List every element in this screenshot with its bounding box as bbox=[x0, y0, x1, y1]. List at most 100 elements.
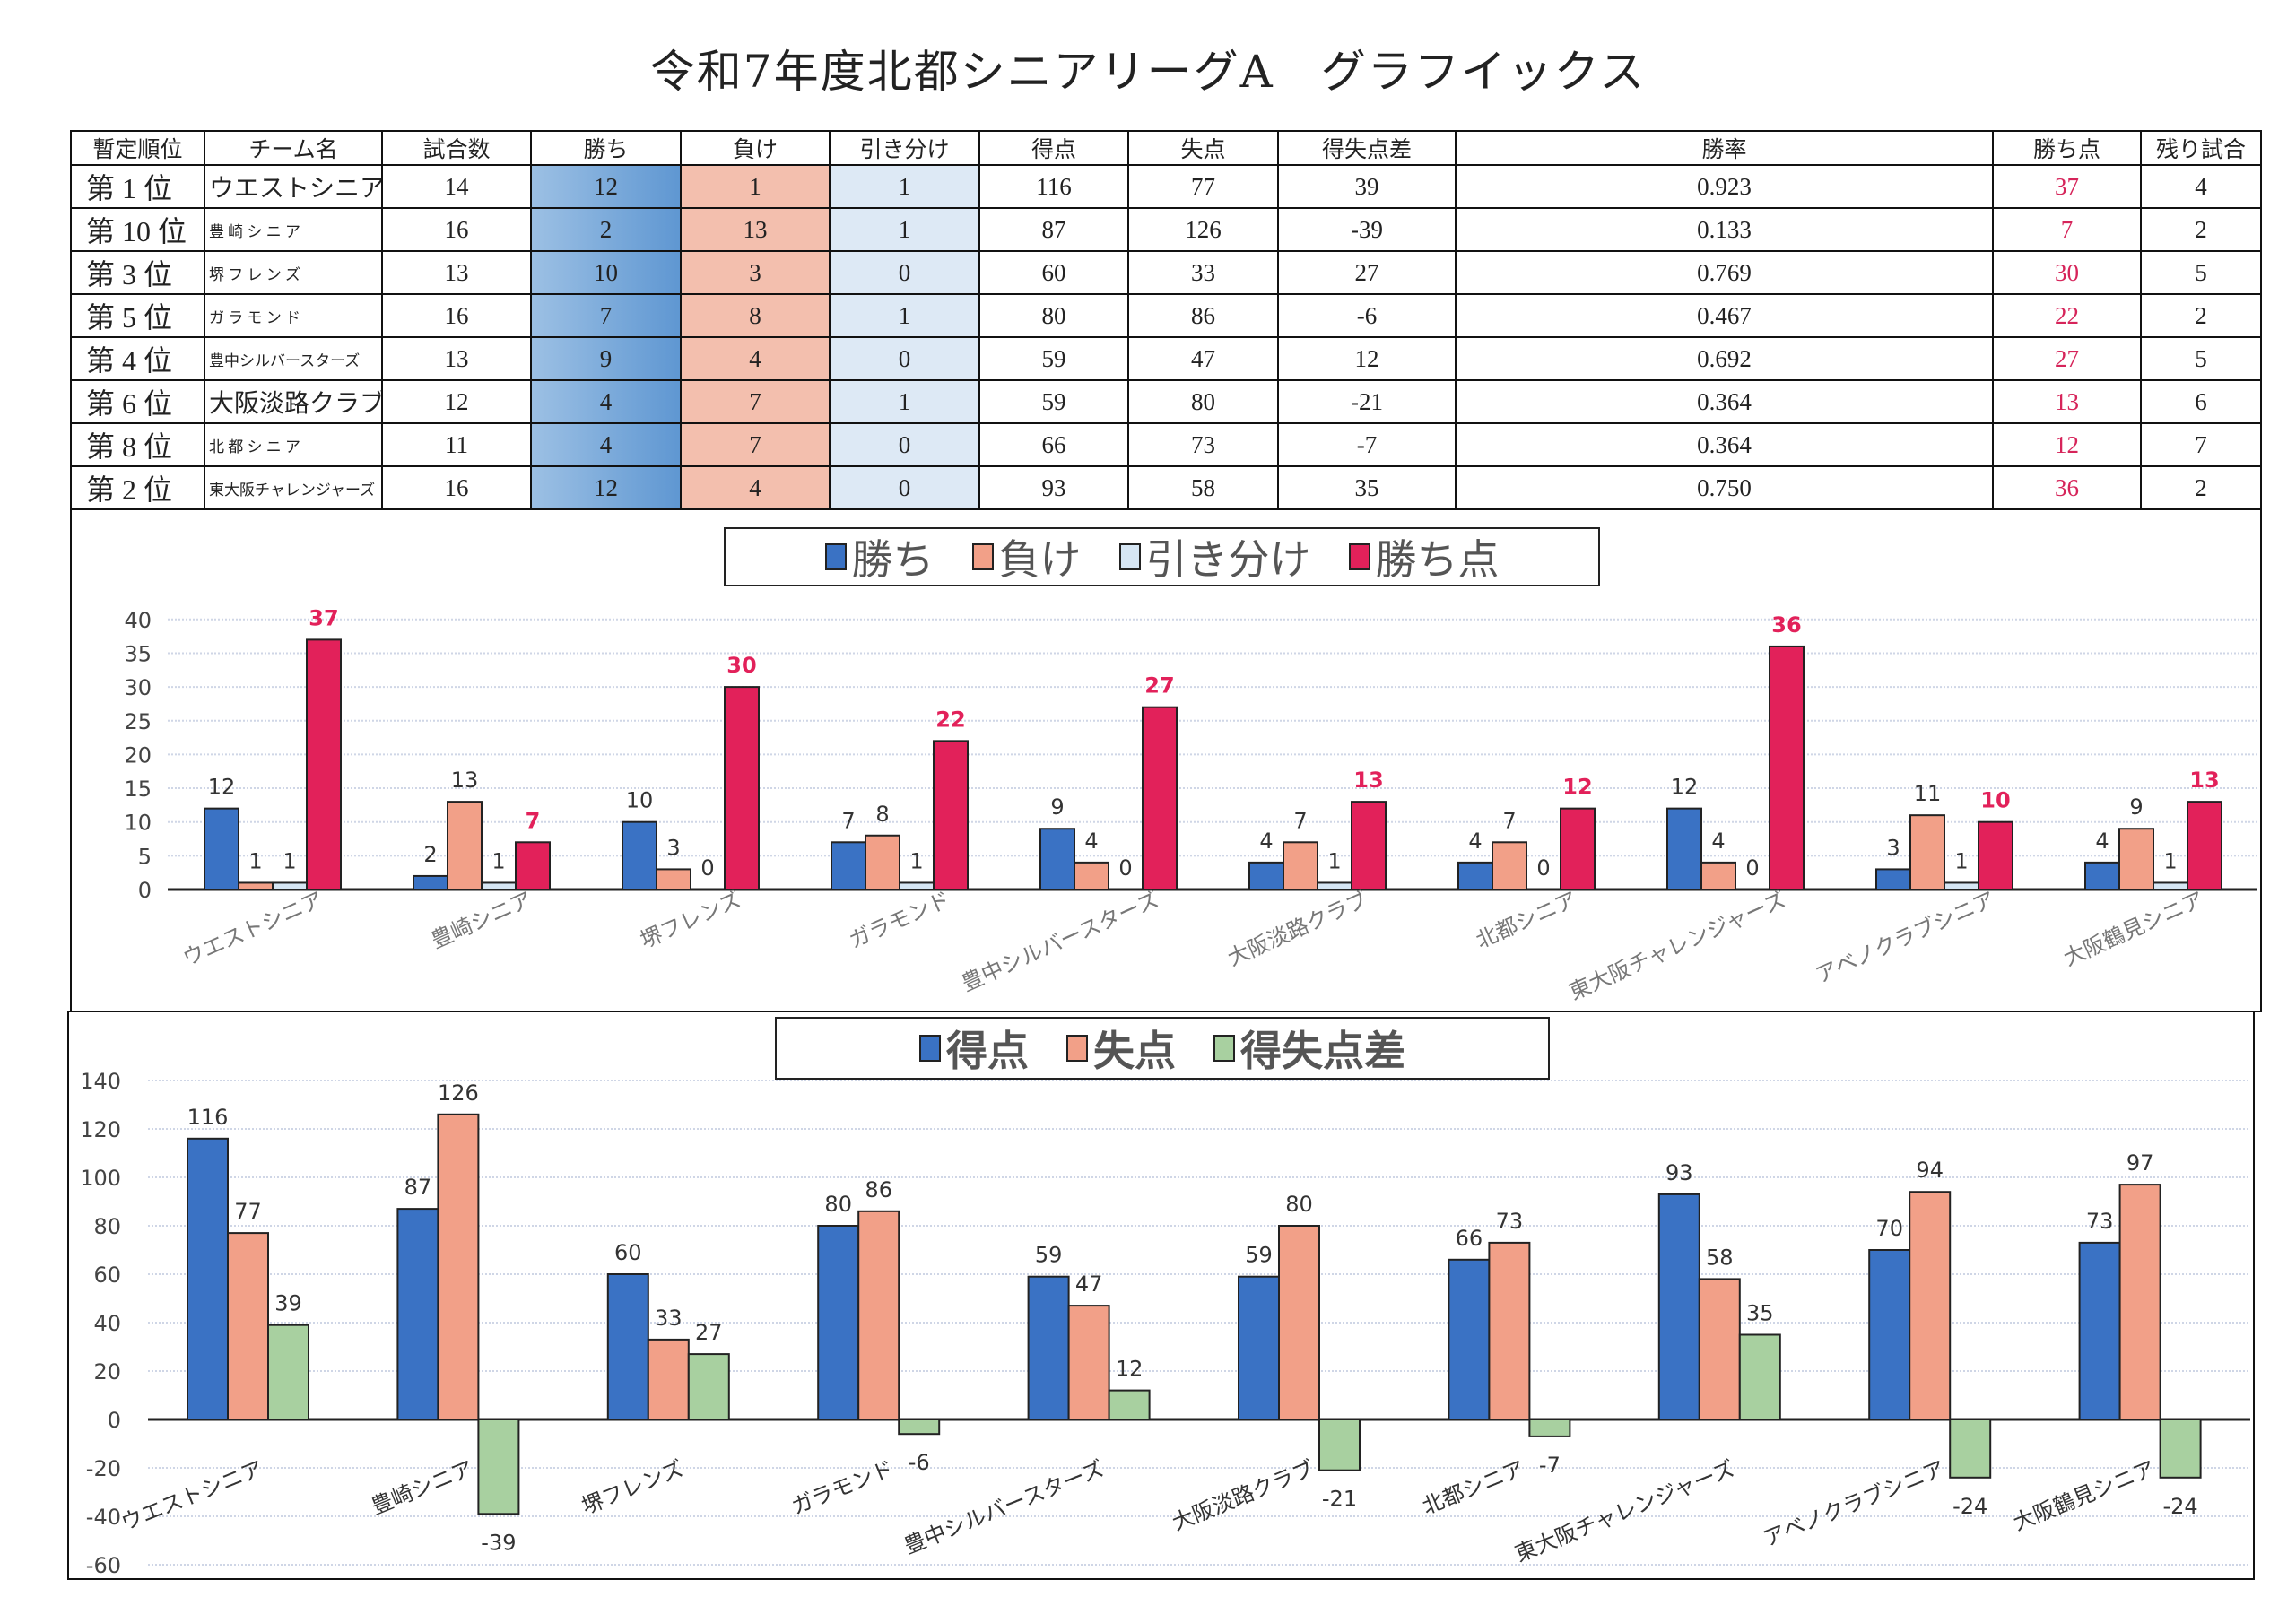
bar-勝ち点 bbox=[515, 841, 551, 891]
data-label: 58 bbox=[1706, 1245, 1734, 1270]
data-label: 4 bbox=[1468, 829, 1482, 854]
bar-失点 bbox=[1698, 1278, 1741, 1420]
runs-chart: -60 -40 -20 0 20 40 60 80 100 120 140 116 77 39 ウエストシニ… bbox=[67, 1011, 2255, 1580]
y-tick-label: 40 bbox=[93, 1311, 121, 1336]
bar-失点 bbox=[857, 1210, 900, 1420]
bar-勝ち bbox=[622, 820, 657, 891]
cell-draws: 1 bbox=[829, 164, 980, 209]
cell-losses: 4 bbox=[680, 465, 831, 510]
cell-draws: 1 bbox=[829, 207, 980, 252]
bar-得失点差 bbox=[1108, 1389, 1151, 1421]
cell-runs-for: 93 bbox=[978, 465, 1129, 510]
bar-勝ち点 bbox=[1978, 820, 2013, 891]
bar-勝ち bbox=[204, 807, 239, 891]
header-draws: 引き分け bbox=[829, 130, 980, 166]
category-label: 大阪鶴見シニア bbox=[2060, 887, 2208, 971]
data-label: 27 bbox=[1144, 673, 1174, 699]
cell-losses: 1 bbox=[680, 164, 831, 209]
cell-run-diff: 39 bbox=[1277, 164, 1457, 209]
legend-item: 勝ち bbox=[824, 527, 935, 586]
data-label: 12 bbox=[208, 775, 236, 800]
bar-勝ち点 bbox=[2187, 801, 2222, 890]
legend-item: 得点 bbox=[919, 1019, 1029, 1078]
cell-team: 堺 フ レ ン ズ bbox=[204, 250, 383, 295]
data-label: 30 bbox=[726, 653, 756, 678]
data-label: 116 bbox=[187, 1105, 229, 1130]
bar-引き分け bbox=[1944, 881, 1979, 891]
cell-rank: 第 6 位 bbox=[70, 379, 205, 424]
cell-runs-for: 116 bbox=[978, 164, 1129, 209]
bar-負け bbox=[1283, 841, 1318, 891]
data-label: 36 bbox=[1771, 612, 1801, 638]
cell-run-diff: 12 bbox=[1277, 336, 1457, 381]
bar-勝ち bbox=[413, 874, 448, 891]
cell-remaining: 5 bbox=[2140, 336, 2262, 381]
cell-team: 北 都 シ ニ ア bbox=[204, 422, 383, 467]
cell-wins: 7 bbox=[530, 293, 682, 338]
bar-負け bbox=[1700, 861, 1736, 891]
cell-games: 12 bbox=[381, 379, 532, 424]
table-header-row: 暫定順位 チーム名 試合数 勝ち 負け 引き分け 得点 失点 得失点差 勝率 勝ち点 残り試合 bbox=[70, 130, 2262, 166]
category-label: 豊崎シニア bbox=[368, 1456, 477, 1520]
bar-勝ち bbox=[1039, 828, 1075, 891]
cell-wins: 12 bbox=[530, 164, 682, 209]
bar-得失点差 bbox=[1949, 1419, 1992, 1479]
legend-label: 負け bbox=[998, 535, 1082, 584]
legend-swatch bbox=[824, 543, 847, 570]
header-runs-against: 失点 bbox=[1127, 130, 1279, 166]
cell-rank: 第 5 位 bbox=[70, 293, 205, 338]
cell-team: ガ ラ モ ン ド bbox=[204, 293, 383, 338]
bar-負け bbox=[865, 834, 900, 891]
category-label: ガラモンド bbox=[845, 887, 953, 953]
category-label: 豊中シルバースターズ bbox=[900, 1456, 1108, 1559]
data-label: 126 bbox=[438, 1081, 479, 1106]
legend-item: 負け bbox=[971, 527, 1082, 586]
category-label: 北都シニア bbox=[1419, 1456, 1528, 1520]
y-tick-label: 35 bbox=[124, 641, 152, 666]
bar-勝ち点 bbox=[1769, 645, 1805, 890]
cell-runs-for: 66 bbox=[978, 422, 1129, 467]
y-tick-label: 60 bbox=[93, 1263, 121, 1288]
bar-失点 bbox=[1067, 1305, 1110, 1421]
data-label: 0 bbox=[1536, 855, 1550, 881]
bar-引き分け bbox=[272, 881, 308, 891]
cell-remaining: 5 bbox=[2140, 250, 2262, 295]
y-tick-label: 25 bbox=[124, 709, 152, 734]
y-tick-label: 40 bbox=[124, 608, 152, 633]
cell-points: 12 bbox=[1992, 422, 2142, 467]
cell-runs-for: 87 bbox=[978, 207, 1129, 252]
table-row: 第 2 位東大阪チャレンジャーズ 16 12 4 0 93 58 35 0.750 36 2 bbox=[70, 465, 2262, 510]
category-label: 大阪淡路クラブ bbox=[1224, 887, 1372, 971]
bar-得点 bbox=[1868, 1249, 1911, 1420]
cell-points: 27 bbox=[1992, 336, 2142, 381]
data-label: -6 bbox=[909, 1450, 930, 1475]
y-tick-label: 10 bbox=[124, 811, 152, 836]
cell-win-pct: 0.364 bbox=[1455, 379, 1994, 424]
legend-item: 引き分け bbox=[1118, 527, 1311, 586]
legend-label: 引き分け bbox=[1145, 535, 1311, 584]
bar-勝ち点 bbox=[306, 638, 342, 890]
cell-points: 22 bbox=[1992, 293, 2142, 338]
category-label: 東大阪チャレンジャーズ bbox=[1565, 887, 1789, 1005]
cell-runs-against: 33 bbox=[1127, 250, 1279, 295]
cell-runs-for: 59 bbox=[978, 379, 1129, 424]
data-label: 1 bbox=[491, 848, 505, 873]
data-label: 4 bbox=[2095, 829, 2109, 854]
cell-points: 37 bbox=[1992, 164, 2142, 209]
bar-得失点差 bbox=[477, 1419, 520, 1515]
category-label: 豊中シルバースターズ bbox=[958, 887, 1162, 996]
legend-swatch bbox=[919, 1035, 941, 1062]
bar-得失点差 bbox=[2159, 1419, 2202, 1479]
data-label: 3 bbox=[1886, 835, 1900, 860]
cell-run-diff: -39 bbox=[1277, 207, 1457, 252]
table-row: 第 1 位ウエストシニア 14 12 1 1 116 77 39 0.923 37 4 bbox=[70, 164, 2262, 209]
data-label: -7 bbox=[1539, 1453, 1561, 1478]
cell-runs-for: 60 bbox=[978, 250, 1129, 295]
cell-rank: 第 4 位 bbox=[70, 336, 205, 381]
cell-run-diff: -21 bbox=[1277, 379, 1457, 424]
cell-win-pct: 0.692 bbox=[1455, 336, 1994, 381]
bar-得点 bbox=[1448, 1258, 1491, 1420]
table-row: 第 3 位堺 フ レ ン ズ 13 10 3 0 60 33 27 0.769 30 5 bbox=[70, 250, 2262, 295]
bar-得点 bbox=[396, 1208, 439, 1420]
bar-失点 bbox=[437, 1113, 480, 1421]
